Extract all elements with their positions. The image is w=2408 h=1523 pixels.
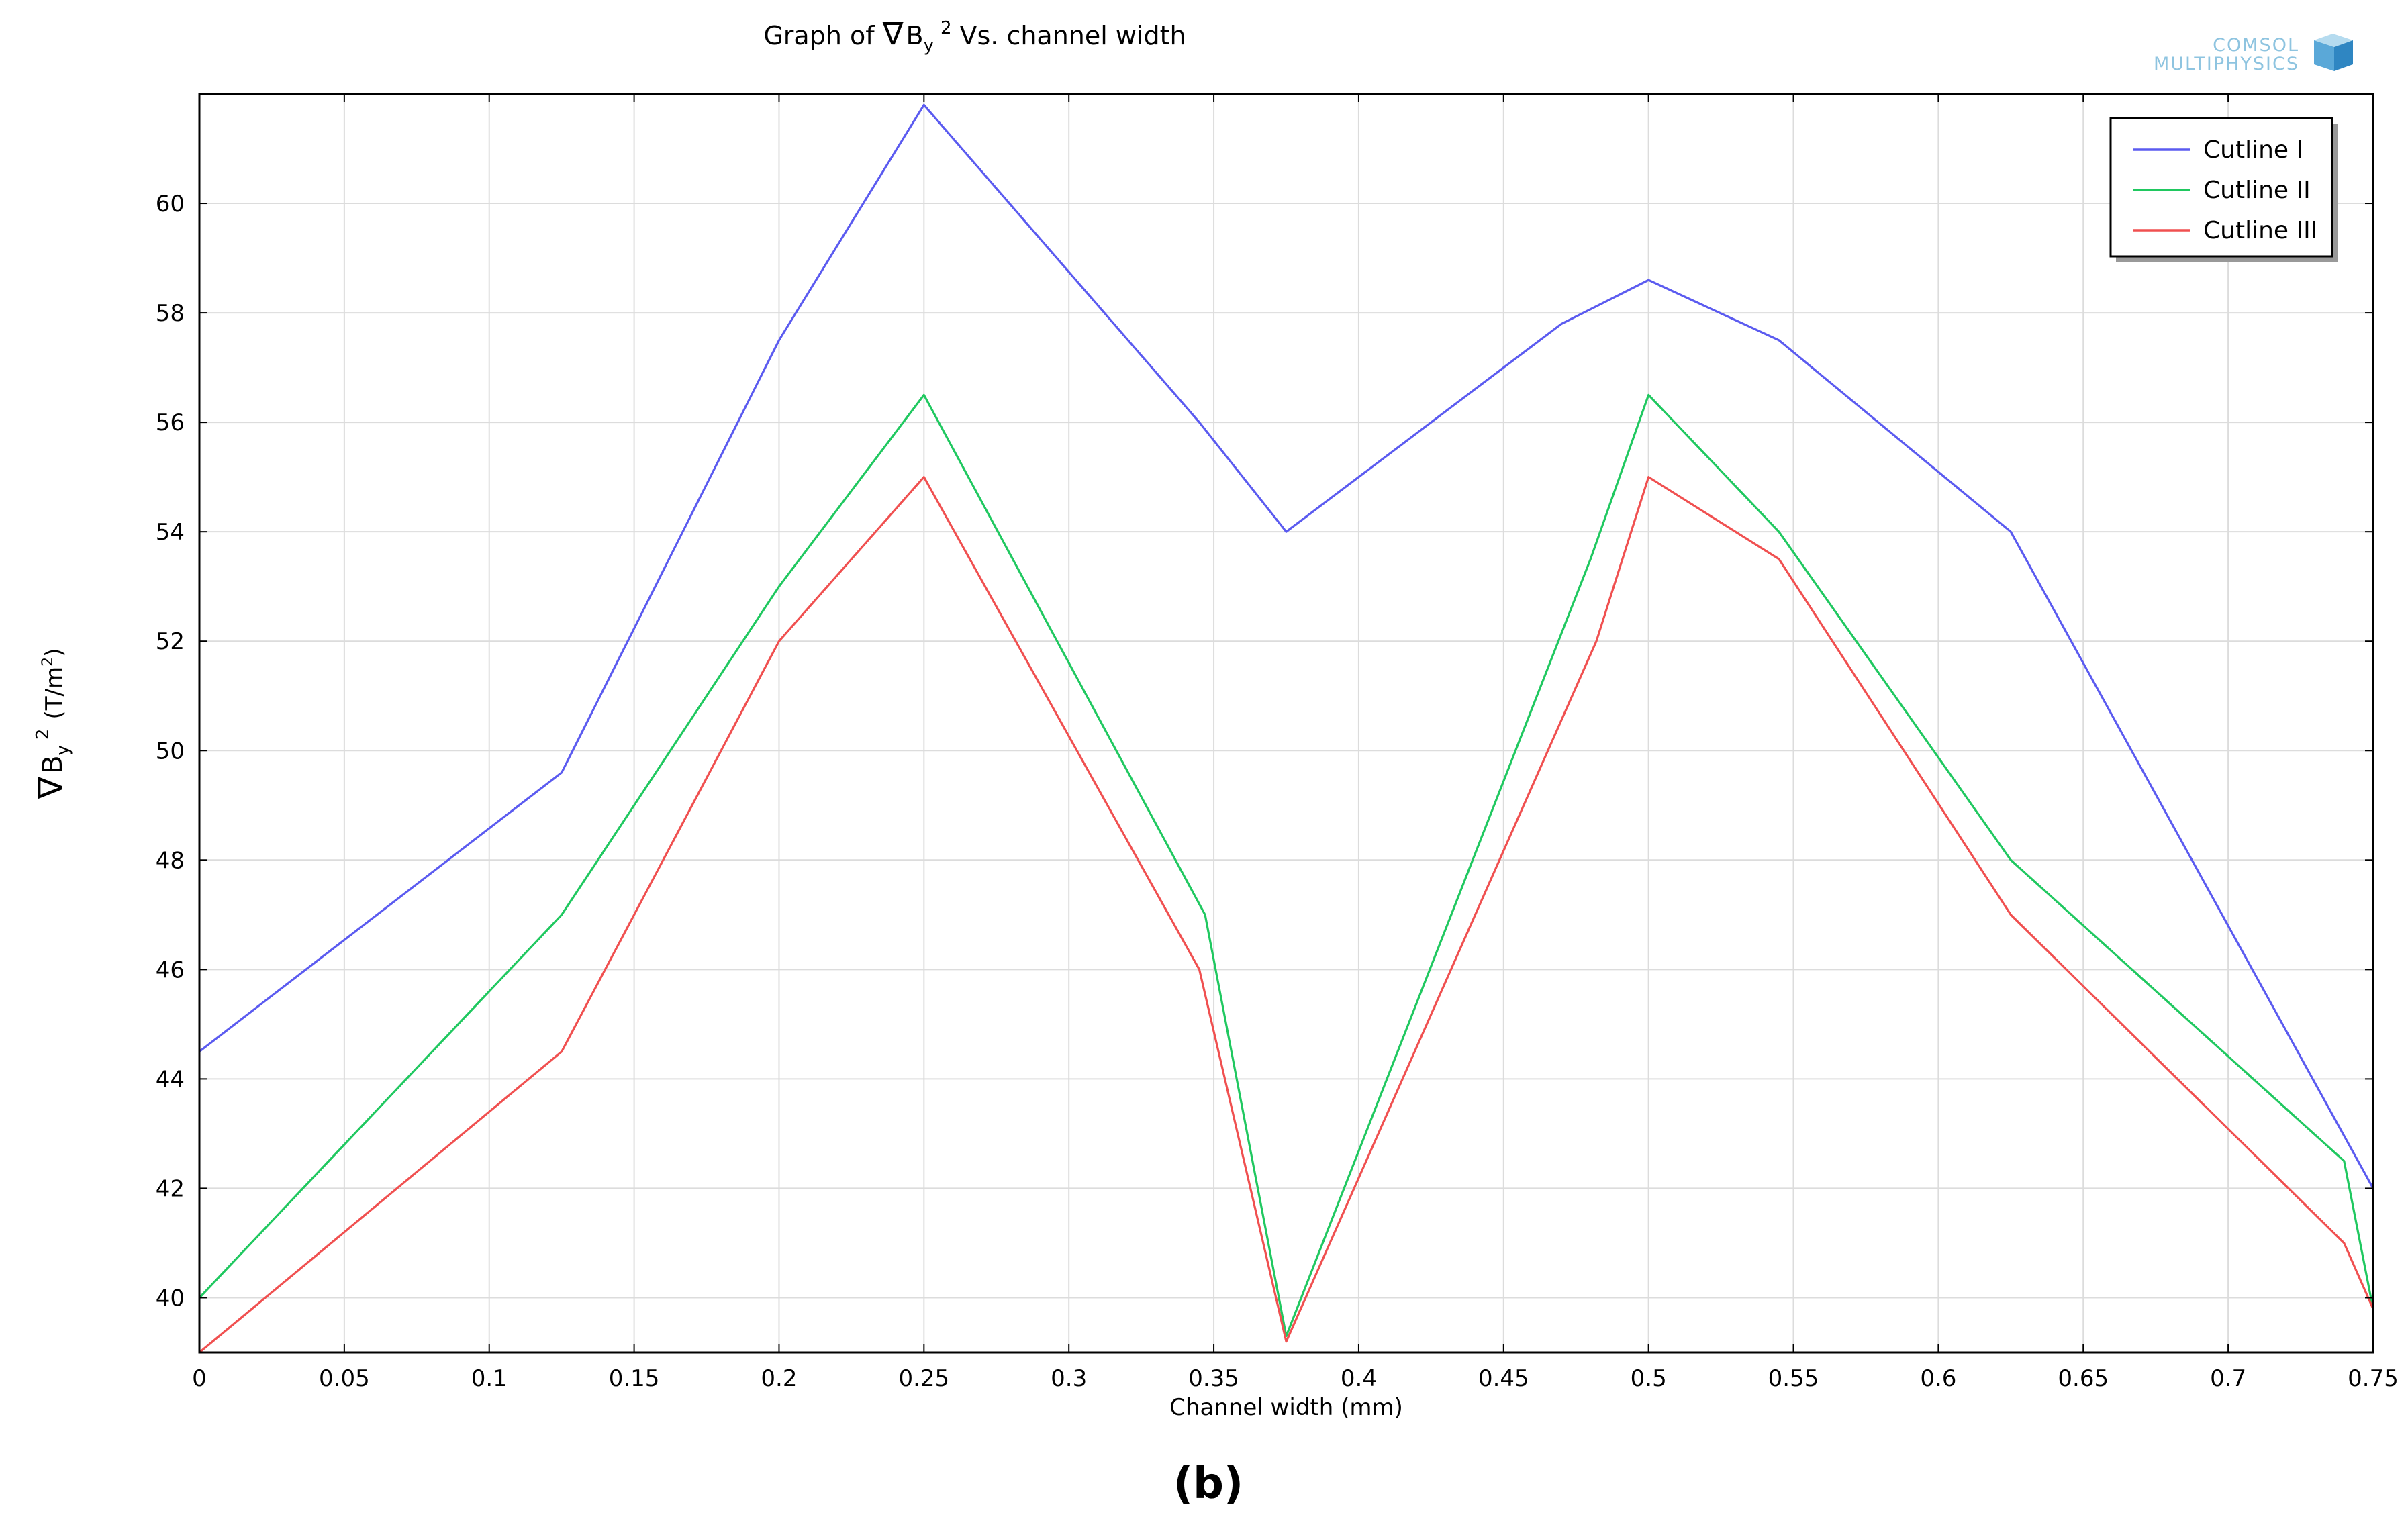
panel-label: (b) xyxy=(1173,1459,1243,1509)
y-tick-label: 48 xyxy=(156,847,185,874)
x-tick-label: 0 xyxy=(192,1365,207,1392)
x-tick-label: 0.1 xyxy=(471,1365,508,1392)
y-tick-label: 44 xyxy=(156,1066,185,1093)
title-suffix: Vs. channel width xyxy=(960,21,1186,50)
title-prefix: Graph of xyxy=(763,21,882,50)
x-tick-label: 0.5 xyxy=(1631,1365,1667,1392)
logo-line2: MULTIPHYSICS xyxy=(2154,54,2299,75)
title-b: B xyxy=(906,21,923,50)
x-tick-label: 0.75 xyxy=(2348,1365,2399,1392)
chart-title: Graph of ∇ By2 Vs. channel width xyxy=(763,15,1186,56)
x-tick-label: 0.6 xyxy=(1920,1365,1956,1392)
grid xyxy=(199,94,2374,1353)
y-tick-label: 58 xyxy=(156,300,185,327)
legend: Cutline I Cutline II Cutline III xyxy=(2109,117,2338,262)
ylabel-b: B xyxy=(38,755,68,773)
ylabel-sub: y xyxy=(53,745,73,755)
x-tick-label: 0.35 xyxy=(1188,1365,1239,1392)
series-line-1 xyxy=(199,103,2374,1189)
legend-box xyxy=(2109,117,2333,258)
legend-label-1: Cutline I xyxy=(2203,136,2303,164)
y-tick-label: 40 xyxy=(156,1285,185,1312)
series-lines xyxy=(198,103,2374,1354)
y-axis-label: ∇By2(T/m2) xyxy=(31,648,73,800)
x-tick-label: 0.3 xyxy=(1051,1365,1087,1392)
y-tick-label: 54 xyxy=(156,519,185,546)
ylabel-sup: 2 xyxy=(33,729,53,740)
legend-label-2: Cutline II xyxy=(2203,177,2311,204)
title-sub: y xyxy=(924,36,934,56)
logo-line1: COMSOL xyxy=(2213,35,2299,56)
series-line-3 xyxy=(198,476,2374,1354)
x-tick-label: 0.45 xyxy=(1478,1365,1529,1392)
title-nabla: ∇ xyxy=(882,15,904,52)
y-tick-label: 52 xyxy=(156,628,185,655)
x-tick-label: 0.65 xyxy=(2058,1365,2109,1392)
title-sup: 2 xyxy=(941,18,952,38)
x-tick-label: 0.2 xyxy=(761,1365,797,1392)
ylabel-nabla: ∇ xyxy=(31,776,70,799)
x-tick-label: 0.05 xyxy=(319,1365,370,1392)
y-tick-label: 60 xyxy=(156,191,185,217)
cube-icon xyxy=(2314,34,2353,71)
y-tick-label: 56 xyxy=(156,409,185,436)
ylabel-unit-suffix: ) xyxy=(41,648,68,657)
x-tick-label: 0.25 xyxy=(898,1365,949,1392)
x-tick-label: 0.7 xyxy=(2210,1365,2246,1392)
y-tick-label: 46 xyxy=(156,956,185,983)
series-line-2 xyxy=(198,393,2374,1338)
x-axis-label: Channel width (mm) xyxy=(1169,1394,1403,1421)
y-tick-label: 42 xyxy=(156,1175,185,1202)
legend-label-3: Cutline III xyxy=(2203,217,2317,244)
y-tick-label: 50 xyxy=(156,738,185,765)
x-tick-label: 0.55 xyxy=(1768,1365,1819,1392)
x-tick-label: 0.4 xyxy=(1341,1365,1377,1392)
x-tick-label: 0.15 xyxy=(609,1365,660,1392)
axis-ticks: 0 0.05 0.1 0.15 0.2 0.25 0.3 0.35 0.4 0.45 0.5 0.55… xyxy=(156,94,2399,1392)
ylabel-unit-prefix: (T/m xyxy=(41,667,68,720)
ylabel-unit-sup: 2 xyxy=(40,657,56,667)
plot-frame xyxy=(198,93,2374,1354)
comsol-logo: COMSOL MULTIPHYSICS xyxy=(2154,34,2353,75)
